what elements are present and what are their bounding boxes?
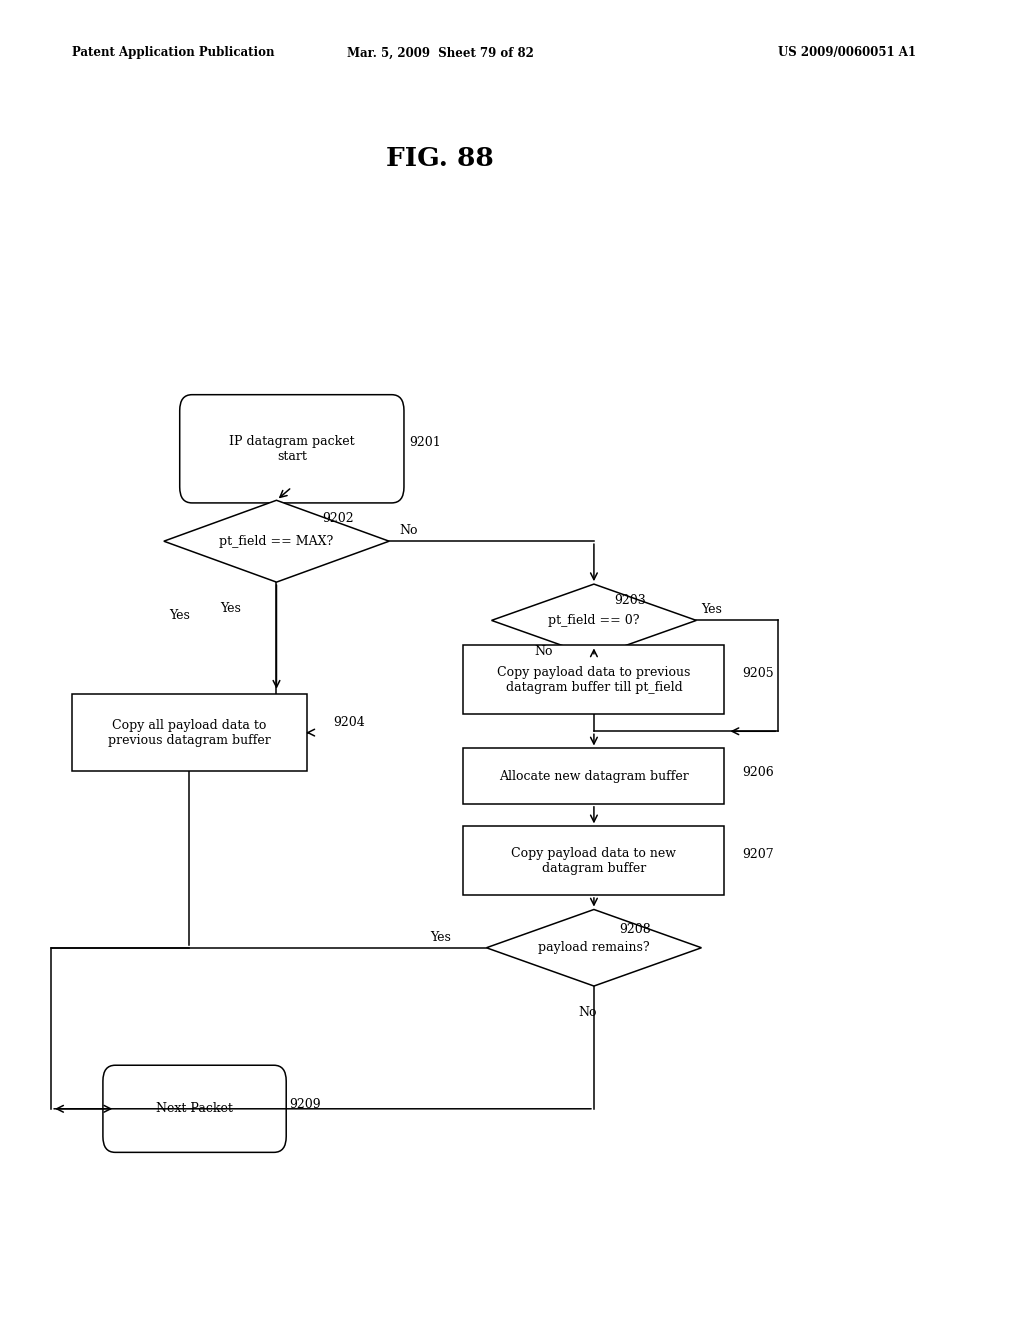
Text: Next Packet: Next Packet <box>156 1102 233 1115</box>
Bar <box>463 748 725 804</box>
Text: payload remains?: payload remains? <box>538 941 650 954</box>
Text: Yes: Yes <box>169 609 189 622</box>
Polygon shape <box>164 500 389 582</box>
Text: Copy payload data to previous
datagram buffer till pt_field: Copy payload data to previous datagram b… <box>498 665 690 694</box>
Text: 9206: 9206 <box>742 766 774 779</box>
Text: 9209: 9209 <box>289 1098 321 1111</box>
Polygon shape <box>486 909 701 986</box>
Text: Patent Application Publication: Patent Application Publication <box>72 46 274 59</box>
Text: US 2009/0060051 A1: US 2009/0060051 A1 <box>778 46 916 59</box>
FancyBboxPatch shape <box>179 395 403 503</box>
FancyBboxPatch shape <box>102 1065 286 1152</box>
Text: pt_field == MAX?: pt_field == MAX? <box>219 535 334 548</box>
Text: FIG. 88: FIG. 88 <box>386 147 495 170</box>
Text: 9208: 9208 <box>620 923 651 936</box>
Text: Copy payload data to new
datagram buffer: Copy payload data to new datagram buffer <box>511 846 677 875</box>
Text: pt_field == 0?: pt_field == 0? <box>548 614 640 627</box>
Text: Copy all payload data to
previous datagram buffer: Copy all payload data to previous datagr… <box>109 718 270 747</box>
Text: 9203: 9203 <box>614 594 646 607</box>
Text: No: No <box>399 524 418 537</box>
Text: Mar. 5, 2009  Sheet 79 of 82: Mar. 5, 2009 Sheet 79 of 82 <box>347 46 534 59</box>
Text: No: No <box>535 644 553 657</box>
Text: Yes: Yes <box>430 931 451 944</box>
Text: IP datagram packet
start: IP datagram packet start <box>229 434 354 463</box>
Text: 9204: 9204 <box>333 715 365 729</box>
Bar <box>72 694 307 771</box>
Bar <box>463 826 725 895</box>
Bar <box>463 645 725 714</box>
Text: Allocate new datagram buffer: Allocate new datagram buffer <box>499 770 689 783</box>
Text: 9202: 9202 <box>323 512 354 525</box>
Text: 9201: 9201 <box>410 436 441 449</box>
Text: 9205: 9205 <box>742 667 774 680</box>
Text: 9207: 9207 <box>742 847 774 861</box>
Text: Yes: Yes <box>701 603 722 616</box>
Polygon shape <box>492 583 696 656</box>
Text: Yes: Yes <box>220 602 241 615</box>
Text: No: No <box>579 1006 597 1019</box>
